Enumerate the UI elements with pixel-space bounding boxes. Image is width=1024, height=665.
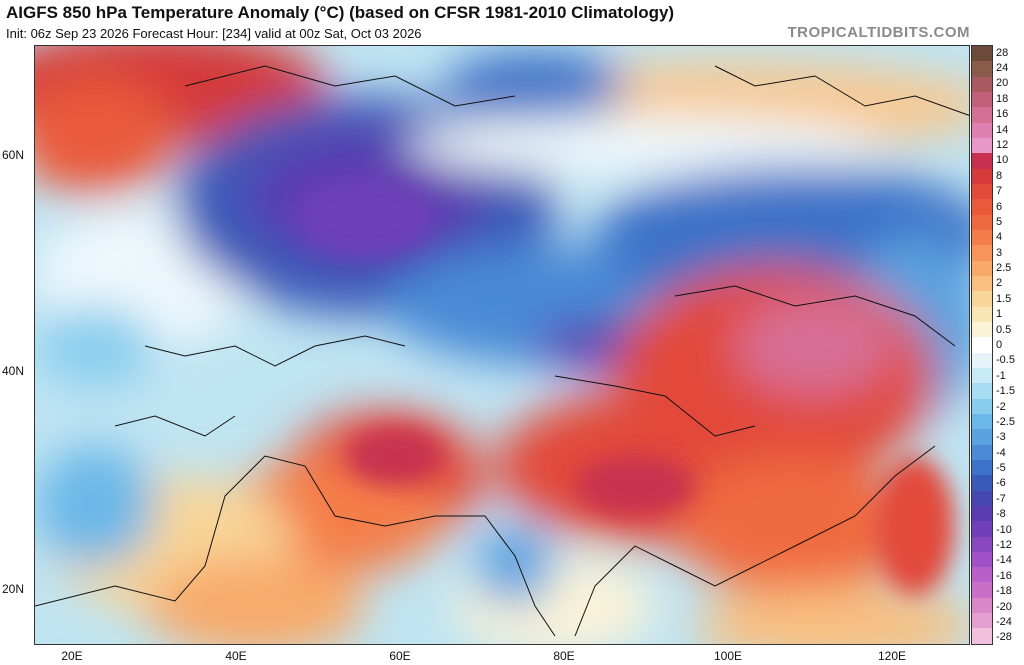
colorbar-label: -10 bbox=[996, 523, 1012, 536]
lat-label: 20N bbox=[2, 582, 25, 596]
colorbar-segment bbox=[972, 413, 992, 430]
colorbar-label: 12 bbox=[996, 139, 1009, 151]
colorbar-label: 5 bbox=[996, 215, 1003, 228]
lon-label: 60E bbox=[389, 649, 411, 663]
colorbar-segment bbox=[972, 76, 992, 92]
colorbar-segment bbox=[972, 153, 992, 169]
colorbar-label: 24 bbox=[996, 62, 1009, 75]
colorbar-segment bbox=[972, 567, 992, 583]
colorbar-label: 10 bbox=[996, 154, 1009, 167]
colorbar-label: -12 bbox=[996, 539, 1012, 551]
colorbar-label: 6 bbox=[996, 200, 1003, 213]
colorbar-label: 8 bbox=[996, 169, 1003, 182]
colorbar-label: -2 bbox=[996, 400, 1006, 413]
colorbar-segment bbox=[972, 383, 992, 399]
colorbar-label: -24 bbox=[996, 615, 1012, 628]
colorbar-segment bbox=[972, 505, 992, 522]
colorbar-segment bbox=[972, 628, 992, 644]
colorbar-segment bbox=[972, 122, 992, 138]
colorbar-label: -4 bbox=[996, 446, 1006, 459]
colorbar-label: 2.5 bbox=[996, 262, 1012, 275]
colorbar-label: -20 bbox=[996, 600, 1012, 613]
colorbar-label: 1.5 bbox=[996, 292, 1012, 305]
anomaly-detail bbox=[295, 176, 955, 596]
colorbar-label: 28 bbox=[996, 46, 1009, 59]
colorbar-label: -18 bbox=[996, 585, 1012, 598]
anomaly-map bbox=[34, 45, 970, 645]
colorbar-segment bbox=[972, 229, 992, 246]
colorbar-segment bbox=[972, 398, 992, 414]
colorbar-label: -5 bbox=[996, 462, 1006, 475]
colorbar-segment bbox=[972, 597, 992, 614]
colorbar-label: 0 bbox=[996, 339, 1003, 351]
colorbar-segment bbox=[972, 444, 992, 460]
colorbar-label: -8 bbox=[996, 508, 1006, 521]
colorbar-segment bbox=[972, 91, 992, 108]
coastlines bbox=[35, 65, 969, 637]
colorbar-label: -16 bbox=[996, 569, 1012, 582]
colorbar-segment bbox=[972, 46, 992, 62]
anomaly-map-canvas bbox=[35, 46, 969, 644]
lon-label: 100E bbox=[713, 649, 743, 663]
colorbar-label: 0.5 bbox=[996, 323, 1012, 336]
lat-label: 40N bbox=[2, 364, 25, 378]
colorbar-label: -28 bbox=[996, 631, 1012, 644]
colorbar-segment bbox=[972, 429, 992, 445]
colorbar-segment bbox=[972, 137, 992, 154]
colorbar-segment bbox=[972, 613, 992, 629]
colorbar-segment bbox=[972, 352, 992, 368]
map-subtitle: Init: 06z Sep 23 2026 Forecast Hour: [23… bbox=[6, 26, 422, 41]
colorbar-label: 2 bbox=[996, 277, 1003, 290]
colorbar-segment bbox=[972, 214, 992, 230]
colorbar-segment bbox=[972, 475, 992, 491]
colorbar-segment bbox=[972, 582, 992, 598]
colorbar-label: -14 bbox=[996, 554, 1012, 567]
colorbar-segment bbox=[972, 168, 992, 184]
colorbar-label: -1 bbox=[996, 369, 1006, 382]
colorbar-label: -3 bbox=[996, 431, 1006, 444]
colorbar-segment bbox=[972, 536, 992, 552]
colorbar-segment bbox=[972, 199, 992, 215]
colorbar-segment bbox=[972, 107, 992, 123]
lon-label: 20E bbox=[61, 649, 83, 663]
colorbar-segment bbox=[972, 260, 992, 276]
lat-label: 60N bbox=[2, 148, 25, 162]
colorbar-label: -0.5 bbox=[996, 354, 1015, 367]
colorbar-segment bbox=[972, 61, 992, 77]
colorbar-label: 18 bbox=[996, 92, 1009, 105]
colorbar-segment bbox=[972, 490, 992, 506]
colorbar-label: 3 bbox=[996, 246, 1003, 259]
colorbar-segment bbox=[972, 459, 992, 476]
colorbar-segment bbox=[972, 306, 992, 322]
colorbar-label: 14 bbox=[996, 123, 1009, 136]
colorbar-segment bbox=[972, 183, 992, 200]
colorbar-segment bbox=[972, 551, 992, 568]
colorbar-label: -7 bbox=[996, 492, 1006, 505]
colorbar-label: 16 bbox=[996, 108, 1009, 121]
lon-label: 40E bbox=[225, 649, 247, 663]
colorbar-segment bbox=[972, 367, 992, 384]
colorbar bbox=[971, 45, 993, 645]
colorbar-segment bbox=[972, 245, 992, 261]
colorbar-segment bbox=[972, 291, 992, 307]
colorbar-segment bbox=[972, 321, 992, 338]
colorbar-segment bbox=[972, 275, 992, 292]
colorbar-label: 7 bbox=[996, 185, 1003, 198]
colorbar-label: 4 bbox=[996, 231, 1003, 244]
map-title: AIGFS 850 hPa Temperature Anomaly (°C) (… bbox=[6, 3, 675, 22]
colorbar-label: -2.5 bbox=[996, 415, 1015, 428]
colorbar-label: -1.5 bbox=[996, 385, 1015, 398]
lon-label: 80E bbox=[553, 649, 575, 663]
colorbar-label: 20 bbox=[996, 77, 1009, 90]
colorbar-label: -6 bbox=[996, 477, 1006, 490]
colorbar-segment bbox=[972, 521, 992, 537]
colorbar-segment bbox=[972, 337, 992, 353]
colorbar-label: 1 bbox=[996, 308, 1003, 321]
lon-label: 120E bbox=[877, 649, 907, 663]
brand-watermark: TROPICALTIDBITS.COM bbox=[787, 24, 970, 41]
